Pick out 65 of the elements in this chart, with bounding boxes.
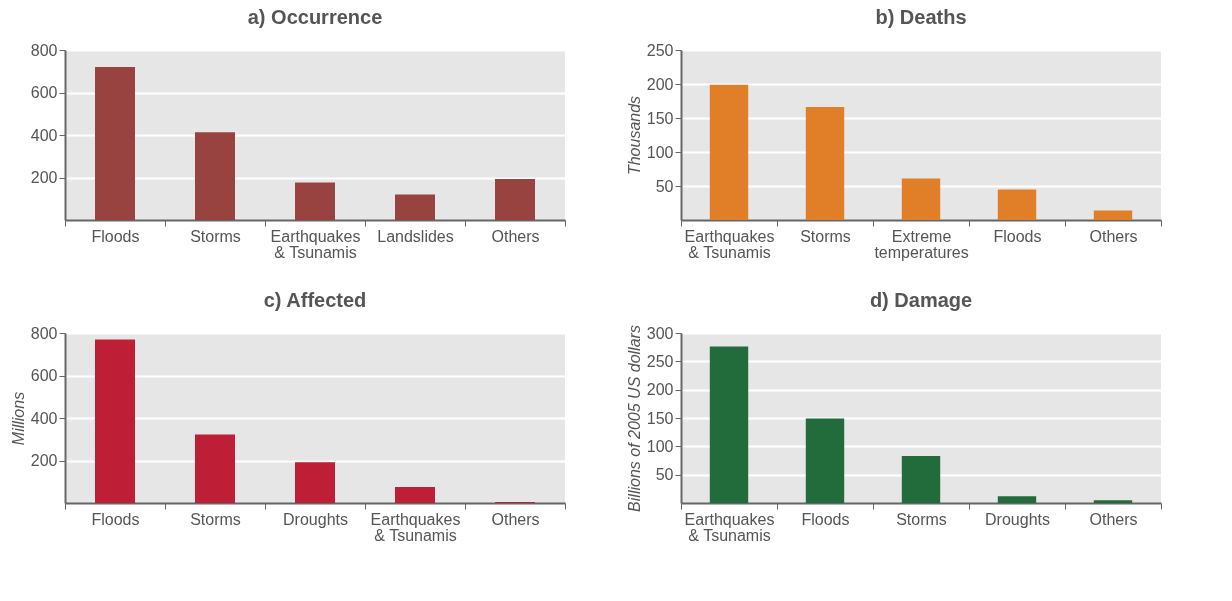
- x-tick-label: Floods: [91, 510, 140, 528]
- x-tick-label: Earthquakes & Tsunamis: [270, 227, 361, 261]
- bar: [1093, 210, 1133, 220]
- y-tick-label: 100: [646, 437, 674, 455]
- x-tick-label: Earthquakes & Tsunamis: [370, 510, 461, 544]
- y-tick-label: 250: [646, 352, 674, 370]
- x-tick-label: Others: [1089, 227, 1138, 245]
- bar: [395, 487, 435, 503]
- x-tick-label: Droughts: [283, 510, 348, 528]
- bar: [195, 132, 235, 220]
- y-tick-label: 400: [30, 126, 58, 144]
- x-tick-label: Extreme temperatures: [874, 227, 969, 261]
- y-tick-label: 50: [655, 177, 674, 195]
- chart-title: b) Deaths: [875, 6, 967, 28]
- y-tick-label: 300: [646, 324, 674, 342]
- y-tick-label: 600: [30, 367, 58, 384]
- bar: [805, 107, 845, 220]
- y-tick-label: 100: [646, 143, 674, 161]
- bar: [195, 434, 235, 503]
- x-tick-label: Droughts: [985, 510, 1050, 528]
- bar: [709, 84, 749, 220]
- x-tick-label: Floods: [993, 227, 1042, 245]
- x-tick-label: Storms: [190, 510, 241, 528]
- x-tick-label: Earthquakes & Tsunamis: [684, 510, 775, 544]
- y-tick-label: 800: [30, 324, 58, 342]
- bar: [95, 339, 135, 503]
- chart-title: d) Damage: [869, 288, 973, 311]
- x-tick-label: Others: [1089, 510, 1138, 528]
- bar: [901, 455, 941, 503]
- y-tick-label: 200: [30, 169, 58, 186]
- y-tick-label: 200: [646, 381, 674, 399]
- x-tick-label: Landslides: [377, 227, 454, 245]
- x-tick-label: Floods: [801, 510, 850, 528]
- bar: [395, 194, 435, 220]
- x-tick-label: Storms: [190, 227, 241, 245]
- bar: [805, 418, 845, 503]
- y-tick-label: 200: [30, 452, 58, 469]
- y-tick-label: 50: [655, 466, 674, 484]
- x-tick-label: Storms: [800, 227, 851, 245]
- x-tick-label: Others: [491, 227, 540, 245]
- y-tick-label: 400: [30, 409, 58, 427]
- bar: [495, 178, 535, 220]
- bar: [295, 462, 335, 503]
- chart-title: c) Affected: [263, 289, 367, 311]
- y-tick-label: 600: [30, 84, 58, 101]
- y-axis-title: Billions of 2005 US dollars: [625, 325, 643, 512]
- y-tick-label: 150: [646, 409, 674, 427]
- bar: [1093, 500, 1133, 503]
- x-tick-label: Storms: [896, 510, 947, 528]
- bar: [295, 182, 335, 220]
- y-axis-title: Thousands: [625, 95, 643, 176]
- y-tick-label: 150: [646, 109, 674, 127]
- x-tick-label: Earthquakes & Tsunamis: [684, 227, 775, 261]
- bar: [95, 67, 135, 220]
- bar: [997, 496, 1037, 503]
- y-axis-title: Millions: [9, 391, 27, 446]
- bar: [709, 346, 749, 503]
- bar: [997, 189, 1037, 220]
- x-tick-label: Floods: [91, 227, 140, 245]
- x-tick-label: Others: [491, 510, 540, 528]
- bar: [901, 178, 941, 220]
- y-tick-label: 250: [646, 41, 674, 59]
- y-tick-label: 200: [646, 75, 674, 93]
- chart-title: a) Occurrence: [247, 6, 383, 28]
- y-tick-label: 800: [30, 41, 58, 59]
